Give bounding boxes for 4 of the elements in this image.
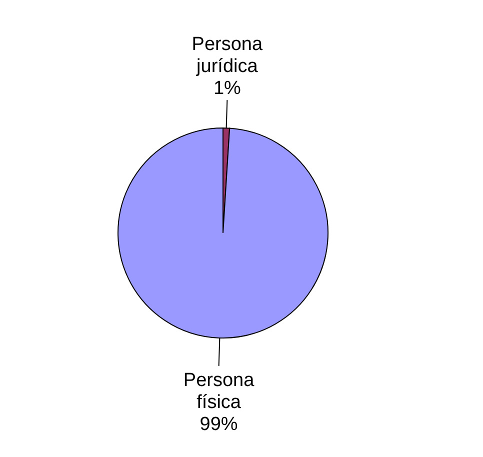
slice-label: Persona jurídica [192, 34, 263, 78]
data-label: 99% [200, 414, 238, 435]
slice-label: Persona física [183, 370, 255, 413]
data-label: 1% [213, 78, 242, 100]
